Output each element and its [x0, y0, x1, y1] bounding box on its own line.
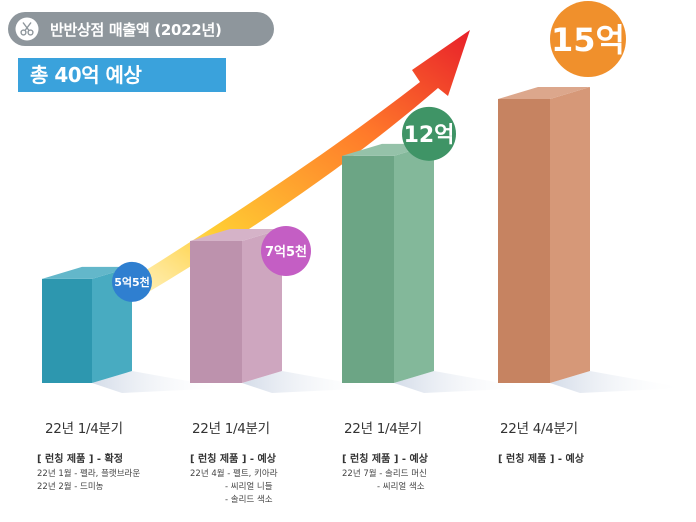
launch-product-item: - 씨리얼 색소 [377, 482, 425, 492]
header-pill: 반반상점 매출액 (2022년) [8, 12, 274, 46]
launch-products-heading: [ 런칭 제품 ] - 예상 [190, 454, 276, 465]
launch-product-item: - 씨리얼 니들 [225, 482, 273, 492]
value-bubble [261, 226, 311, 277]
value-bubble [550, 1, 626, 78]
bar-top [498, 87, 590, 100]
launch-products-heading: [ 런칭 제품 ] - 예상 [498, 454, 584, 465]
bar-shadow [92, 371, 227, 393]
chart-title: 반반상점 매출액 (2022년) [50, 21, 222, 39]
bar-shadow [242, 371, 377, 393]
data-label: 7억5천 [265, 245, 307, 260]
bar-top [190, 229, 282, 242]
data-label: 15억 [551, 21, 625, 59]
value-bubble [402, 106, 456, 161]
bar-front [42, 278, 92, 383]
total-forecast-banner: 총 40억 예상 [18, 58, 226, 92]
trend-arrow [70, 30, 470, 332]
bar-side [550, 87, 590, 384]
category-label: 22년 4/4분기 [500, 421, 578, 437]
launch-product-item: - 솔리드 색소 [225, 495, 273, 505]
data-label: 5억5천 [114, 275, 150, 289]
bar-front [342, 155, 394, 383]
scissors-circle-icon [15, 17, 39, 41]
category-label: 22년 1/4분기 [45, 421, 123, 437]
launch-products-heading: [ 런칭 제품 ] - 예상 [342, 454, 428, 465]
bar-front [190, 241, 242, 383]
bar-front [498, 99, 550, 384]
bar-top [42, 266, 132, 279]
category-label: 22년 1/4분기 [192, 421, 270, 437]
launch-product-item: 22년 4월 - 펠트, 키아라 [190, 469, 278, 479]
bar-shadow [550, 371, 685, 393]
data-label: 12억 [404, 123, 455, 148]
category-label: 22년 1/4분기 [344, 421, 422, 437]
value-bubble [112, 261, 152, 302]
launch-product-item: 22년 2월 - 드미농 [37, 482, 104, 492]
bar-side [394, 143, 434, 383]
launch-product-item: 22년 1월 - 펠라, 플랫브라운 [37, 469, 141, 479]
launch-products-heading: [ 런칭 제품 ] - 확정 [37, 454, 123, 465]
launch-product-item: 22년 7월 - 솔리드 머신 [342, 469, 427, 479]
bar-shadow [394, 371, 529, 393]
